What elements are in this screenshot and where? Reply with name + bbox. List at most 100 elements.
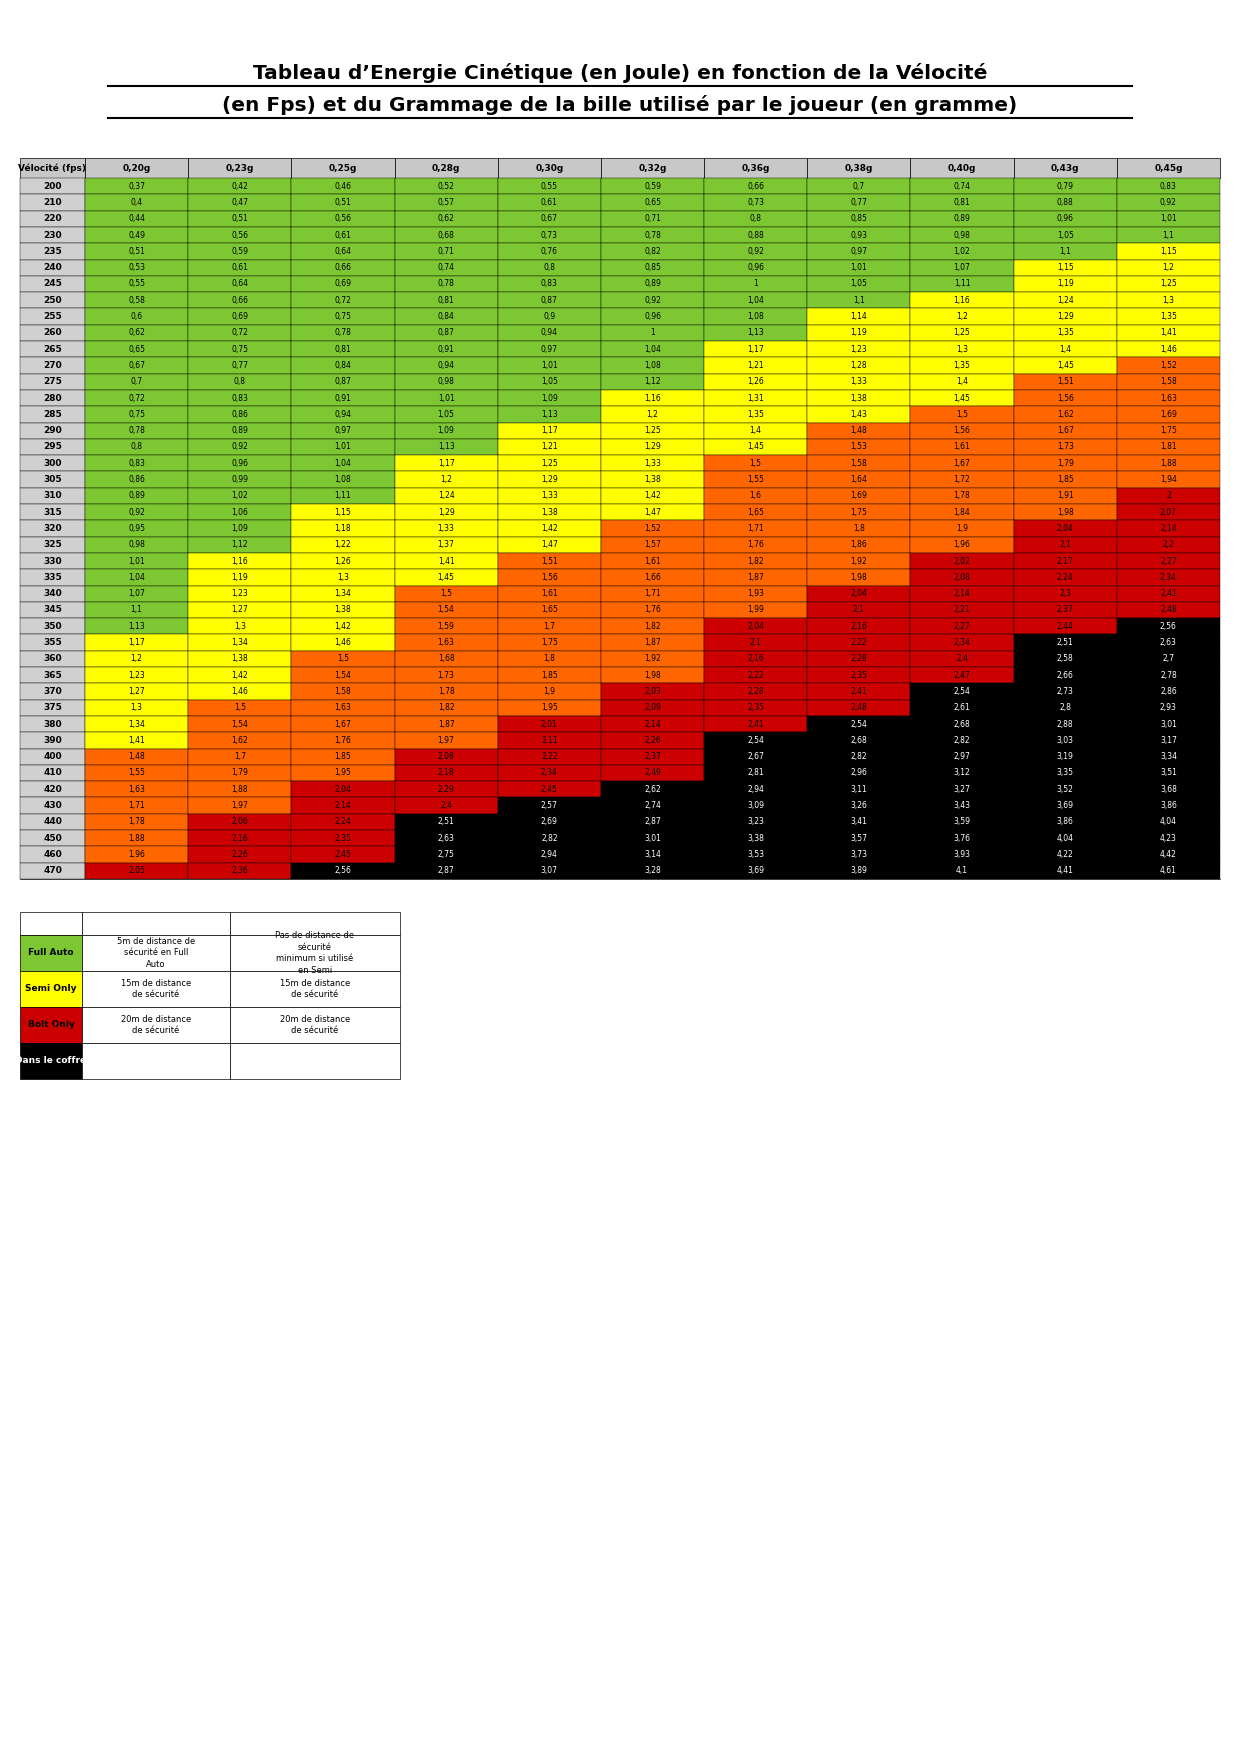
Bar — [1117, 749, 1220, 764]
Bar — [1013, 798, 1117, 813]
Bar — [188, 570, 291, 586]
Text: 4,04: 4,04 — [1159, 817, 1177, 826]
Bar — [497, 715, 601, 733]
Text: 1,7: 1,7 — [234, 752, 246, 761]
Bar — [704, 195, 807, 210]
Text: 2,16: 2,16 — [748, 654, 764, 663]
Bar — [20, 552, 86, 570]
Bar — [20, 456, 86, 472]
Bar — [291, 210, 394, 226]
Text: 1,86: 1,86 — [851, 540, 867, 549]
Text: 0,89: 0,89 — [128, 491, 145, 500]
Text: 1,38: 1,38 — [335, 605, 351, 615]
Bar — [807, 389, 910, 407]
Bar — [291, 829, 394, 847]
Bar — [291, 847, 394, 862]
Bar — [86, 407, 188, 422]
Text: 1,5: 1,5 — [234, 703, 246, 712]
Text: 1,71: 1,71 — [128, 801, 145, 810]
Bar — [497, 829, 601, 847]
Bar — [807, 179, 910, 195]
Text: 3,12: 3,12 — [954, 768, 971, 777]
Text: 1,42: 1,42 — [335, 622, 351, 631]
Bar — [601, 487, 704, 505]
Text: 1,48: 1,48 — [128, 752, 145, 761]
Bar — [497, 552, 601, 570]
Bar — [910, 373, 1013, 389]
Text: 470: 470 — [43, 866, 62, 875]
Bar — [291, 358, 394, 373]
Text: 1,65: 1,65 — [541, 605, 558, 615]
Text: 1,45: 1,45 — [438, 573, 455, 582]
Bar — [704, 699, 807, 715]
Bar — [291, 699, 394, 715]
Bar — [86, 309, 188, 324]
Text: 1,02: 1,02 — [232, 491, 248, 500]
Bar — [807, 782, 910, 798]
Text: 1,38: 1,38 — [541, 508, 558, 517]
Bar — [1013, 342, 1117, 358]
Text: 1,4: 1,4 — [1059, 345, 1071, 354]
Bar — [910, 407, 1013, 422]
Bar — [291, 389, 394, 407]
Text: 0,88: 0,88 — [1056, 198, 1074, 207]
Bar — [497, 407, 601, 422]
Text: 245: 245 — [43, 279, 62, 289]
Text: 1: 1 — [754, 279, 758, 289]
Text: 2,27: 2,27 — [954, 622, 971, 631]
Text: 1,1: 1,1 — [130, 605, 143, 615]
Bar — [188, 666, 291, 684]
Text: 0,30g: 0,30g — [536, 163, 563, 172]
Bar — [807, 226, 910, 244]
Text: 210: 210 — [43, 198, 62, 207]
Text: 2,82: 2,82 — [954, 736, 971, 745]
Bar — [86, 586, 188, 601]
Text: Vélocité (fps): Vélocité (fps) — [19, 163, 87, 174]
Bar — [1013, 293, 1117, 309]
Text: 3,59: 3,59 — [954, 817, 971, 826]
Bar — [394, 226, 497, 244]
Text: 1,04: 1,04 — [335, 459, 351, 468]
Bar — [394, 782, 497, 798]
Bar — [497, 422, 601, 438]
Text: 1,88: 1,88 — [128, 834, 145, 843]
Bar — [497, 619, 601, 635]
Bar — [1013, 373, 1117, 389]
Bar — [807, 407, 910, 422]
Text: 330: 330 — [43, 556, 62, 566]
Text: 1,58: 1,58 — [1161, 377, 1177, 386]
Text: 2,03: 2,03 — [644, 687, 661, 696]
Text: 1,4: 1,4 — [750, 426, 761, 435]
Bar — [86, 813, 188, 829]
Text: 0,51: 0,51 — [128, 247, 145, 256]
Bar — [1013, 389, 1117, 407]
Bar — [188, 324, 291, 342]
Text: 1,64: 1,64 — [851, 475, 867, 484]
Text: 1,81: 1,81 — [1161, 442, 1177, 452]
Bar — [394, 293, 497, 309]
Text: 1,2: 1,2 — [440, 475, 453, 484]
Bar — [20, 1043, 82, 1078]
Bar — [807, 847, 910, 862]
Bar — [910, 650, 1013, 666]
Text: 450: 450 — [43, 834, 62, 843]
Bar — [910, 684, 1013, 699]
Bar — [291, 407, 394, 422]
Text: 0,73: 0,73 — [541, 231, 558, 240]
Bar — [704, 275, 807, 293]
Bar — [1117, 456, 1220, 472]
Bar — [807, 749, 910, 764]
Text: 1,95: 1,95 — [335, 768, 351, 777]
Bar — [394, 829, 497, 847]
Text: 1,24: 1,24 — [438, 491, 455, 500]
Text: 1,2: 1,2 — [646, 410, 658, 419]
Bar — [1117, 782, 1220, 798]
Bar — [1013, 422, 1117, 438]
Bar — [86, 782, 188, 798]
Text: 1,38: 1,38 — [851, 394, 867, 403]
Text: 0,92: 0,92 — [232, 442, 248, 452]
Text: 0,8: 0,8 — [234, 377, 246, 386]
Bar — [497, 293, 601, 309]
Bar — [497, 635, 601, 650]
Bar — [497, 847, 601, 862]
